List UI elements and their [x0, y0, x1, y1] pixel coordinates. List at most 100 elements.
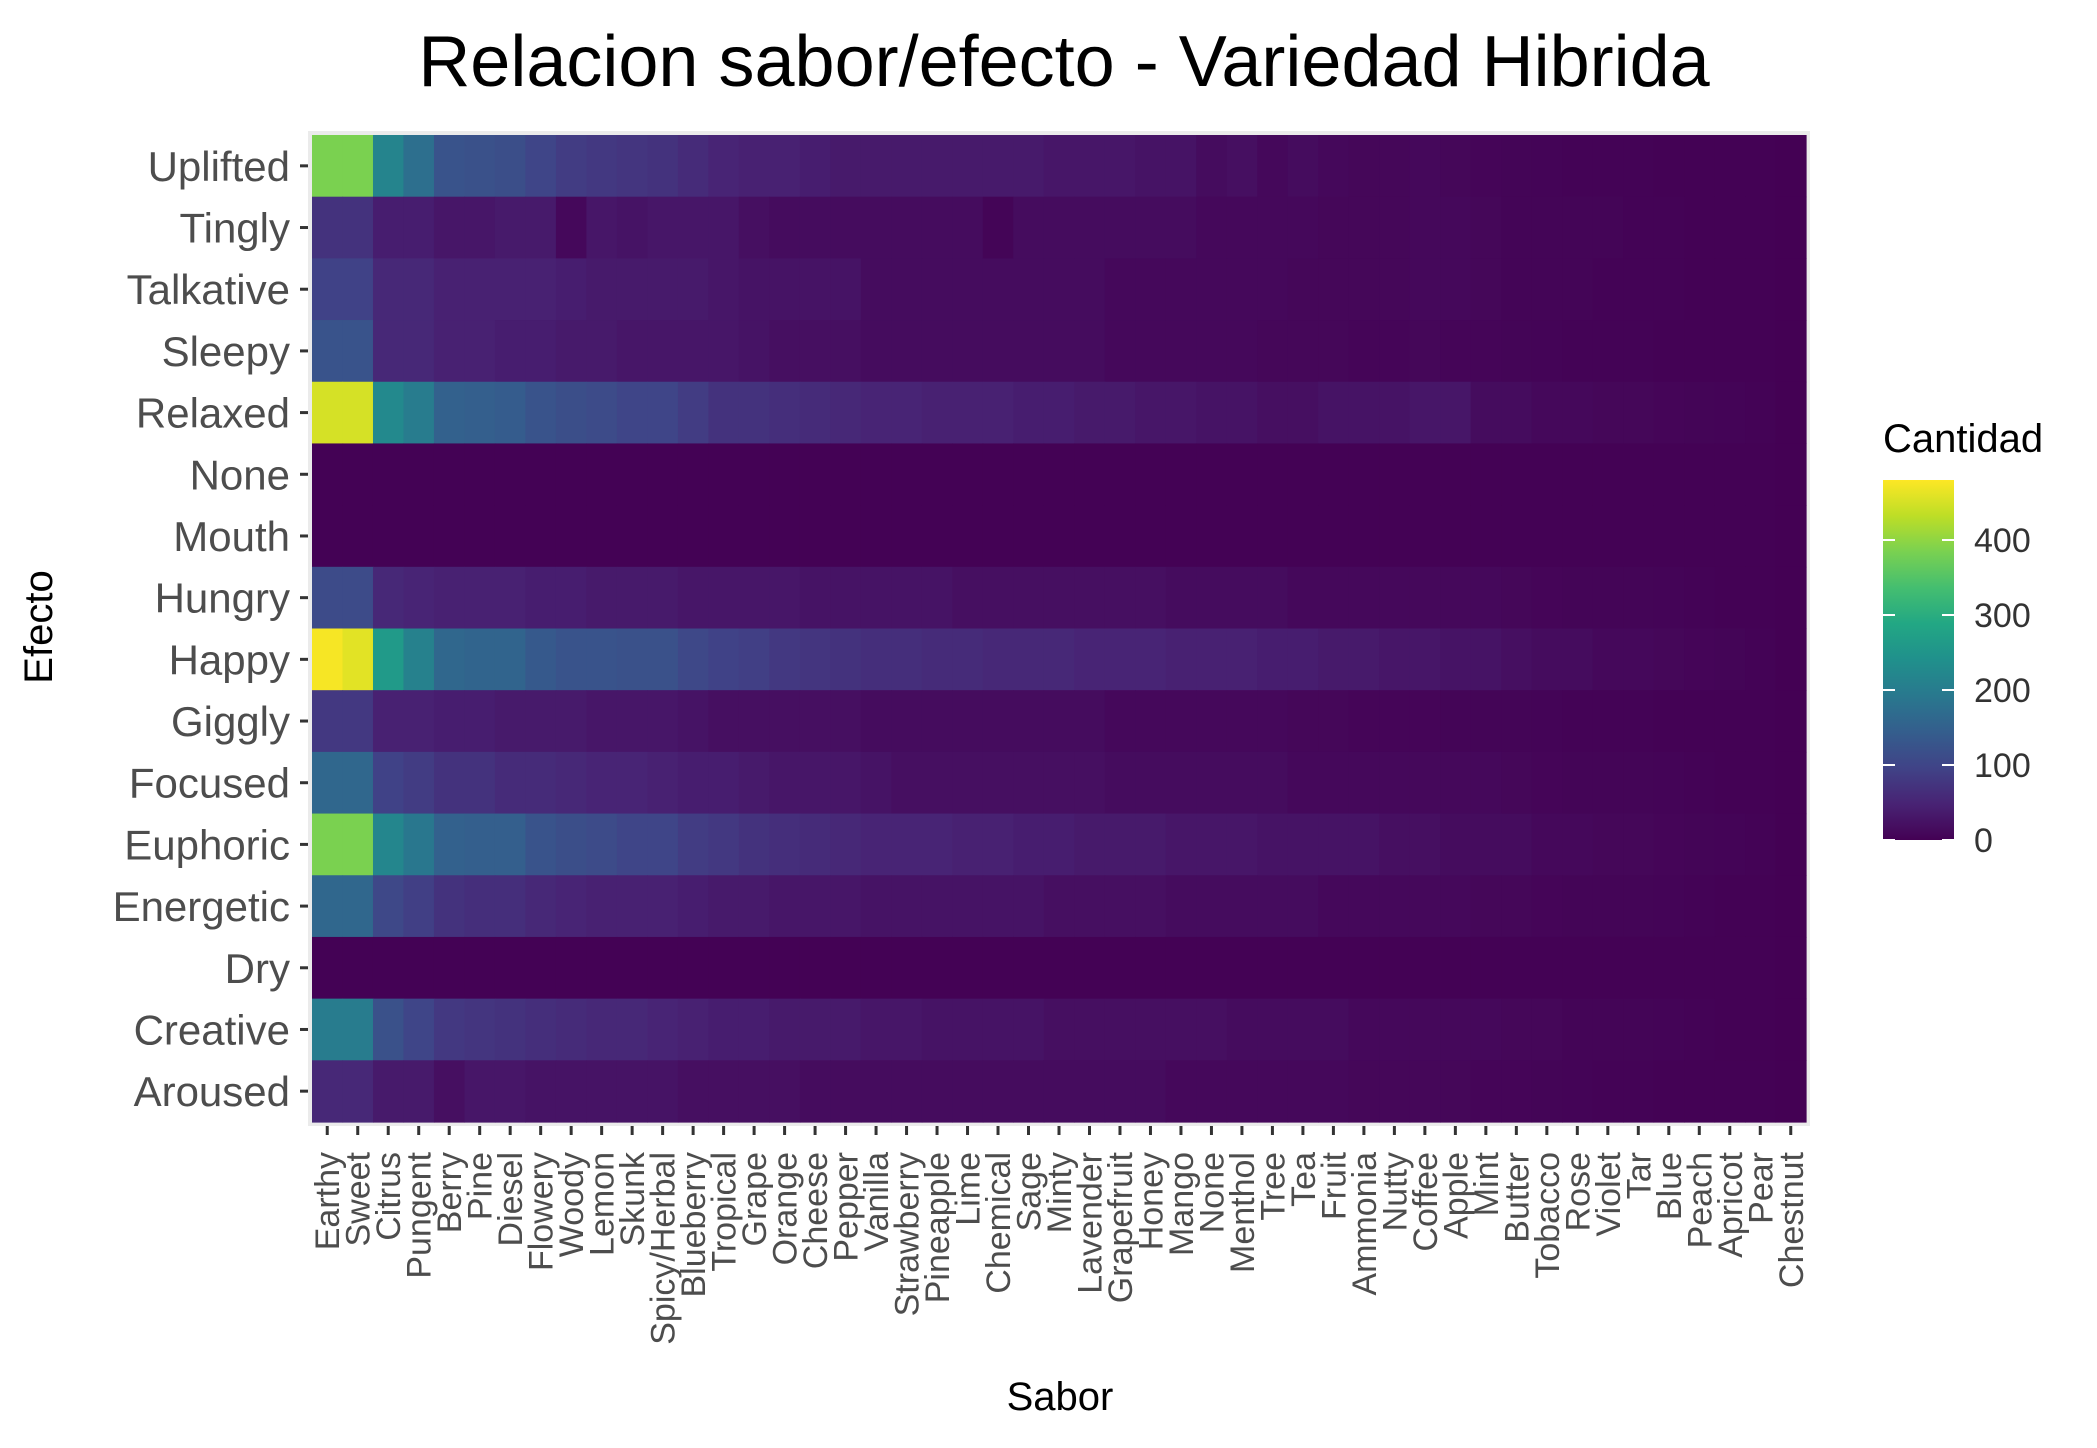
heatmap-cell — [1013, 196, 1045, 259]
heatmap-cell — [708, 196, 740, 259]
heatmap-cell — [1165, 690, 1197, 753]
heatmap-cell — [1653, 320, 1685, 383]
heatmap-cell — [891, 566, 923, 630]
heatmap-cell — [1714, 813, 1746, 876]
x-tick-label: Peach — [1681, 1152, 1719, 1248]
heatmap-cell — [952, 875, 984, 938]
heatmap-cell — [799, 381, 831, 445]
heatmap-cell — [1379, 813, 1411, 876]
heatmap-cell — [738, 258, 770, 321]
heatmap-cell — [525, 690, 557, 753]
heatmap-cell — [433, 505, 466, 568]
heatmap-cell — [1684, 566, 1716, 630]
heatmap-cell — [1379, 566, 1411, 630]
heatmap-cell — [616, 320, 648, 383]
y-tick-label: Hungry — [155, 575, 290, 622]
heatmap-cell — [1165, 566, 1197, 630]
heatmap-cell — [555, 381, 588, 445]
heatmap-cell — [982, 813, 1014, 876]
heatmap-cell — [1470, 258, 1502, 321]
heatmap-cell — [1531, 381, 1563, 445]
heatmap-cell — [1196, 320, 1228, 383]
heatmap-cell — [708, 258, 740, 321]
heatmap-cell — [1318, 258, 1350, 321]
heatmap-cell — [1623, 690, 1655, 753]
heatmap-cell — [1562, 381, 1594, 445]
heatmap-cell — [921, 320, 953, 383]
heatmap-cell — [982, 690, 1014, 753]
heatmap-cell — [342, 628, 374, 691]
heatmap-cell — [952, 258, 984, 321]
heatmap-cell — [586, 751, 618, 815]
y-tick-label: Mouth — [173, 513, 290, 560]
heatmap-cell — [403, 320, 435, 383]
heatmap-cell — [1135, 381, 1167, 445]
heatmap-cell — [1745, 258, 1777, 321]
x-tick-label: Apple — [1437, 1152, 1475, 1239]
heatmap-cell — [1623, 813, 1655, 876]
heatmap-cell — [1623, 751, 1655, 815]
heatmap-cell — [433, 751, 466, 815]
heatmap-cell — [1684, 998, 1716, 1061]
heatmap-cell — [1562, 1060, 1594, 1123]
heatmap-cell — [1043, 936, 1075, 1000]
heatmap-cell — [738, 813, 770, 876]
heatmap-cell — [1653, 258, 1685, 321]
heatmap-cell — [1745, 381, 1777, 445]
heatmap-cell — [555, 936, 588, 1000]
heatmap-cell — [1623, 443, 1655, 506]
heatmap-cell — [1623, 875, 1655, 938]
y-tick-label: Energetic — [113, 883, 290, 930]
heatmap-cell — [1043, 875, 1075, 938]
heatmap-cell — [1043, 196, 1075, 259]
x-tick-label: Lime — [950, 1152, 988, 1226]
heatmap-cell — [1531, 690, 1563, 753]
heatmap-cell — [1501, 813, 1533, 876]
heatmap-cell — [982, 998, 1014, 1061]
heatmap-cell — [647, 505, 679, 568]
heatmap-cell — [403, 566, 435, 630]
heatmap-cell — [1226, 813, 1258, 876]
heatmap-cell — [1714, 258, 1746, 321]
heatmap-cell — [1135, 320, 1167, 383]
heatmap-cell — [1775, 998, 1807, 1061]
heatmap-cell — [1714, 875, 1746, 938]
heatmap-cell — [1196, 443, 1228, 506]
x-tick-label: Woody — [553, 1152, 591, 1257]
heatmap-cell — [403, 505, 435, 568]
heatmap-cell — [1226, 505, 1258, 568]
x-tick-label: Grapefruit — [1102, 1151, 1140, 1303]
heatmap-cell — [1653, 505, 1685, 568]
heatmap-cell — [433, 320, 466, 383]
heatmap-cell — [1592, 751, 1624, 815]
heatmap-cell — [1440, 505, 1472, 568]
legend-title: Cantidad — [1883, 417, 2043, 461]
heatmap-cell — [1013, 505, 1045, 568]
heatmap-cell — [1379, 381, 1411, 445]
heatmap-cell — [464, 381, 496, 445]
heatmap-cell — [830, 258, 862, 321]
legend-tick-label: 100 — [1974, 747, 2031, 785]
heatmap-cell — [1714, 998, 1746, 1061]
heatmap-cell — [403, 875, 435, 938]
x-tick-label: Grape — [736, 1152, 774, 1247]
heatmap-cell — [464, 443, 496, 506]
heatmap-cell — [312, 381, 344, 445]
x-tick-label: Apricot — [1712, 1151, 1750, 1257]
heatmap-cell — [830, 320, 862, 383]
heatmap-cell — [1775, 936, 1807, 1000]
heatmap-cell — [1287, 936, 1319, 1000]
heatmap-cell — [586, 1060, 618, 1123]
heatmap-cell — [312, 258, 344, 321]
heatmap-cell — [1074, 443, 1106, 506]
heatmap-cell — [647, 258, 679, 321]
heatmap-cell — [525, 1060, 557, 1123]
heatmap-cell — [1379, 751, 1411, 815]
heatmap-cell — [830, 566, 862, 630]
heatmap-cell — [1074, 320, 1106, 383]
heatmap-cell — [1287, 998, 1319, 1061]
heatmap-cell — [1043, 381, 1075, 445]
heatmap-cell — [1196, 813, 1228, 876]
heatmap-cell — [586, 566, 618, 630]
heatmap-cell — [433, 998, 466, 1061]
